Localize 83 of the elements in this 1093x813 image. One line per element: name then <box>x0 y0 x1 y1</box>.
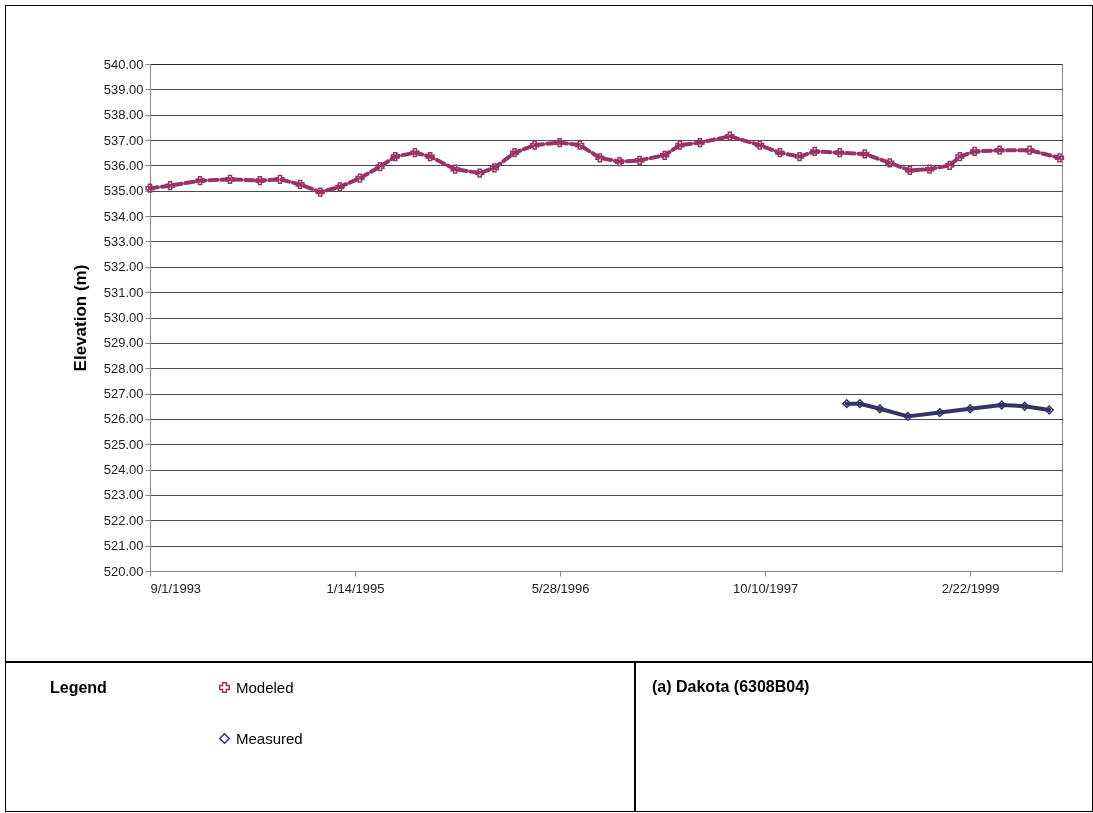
point <box>225 174 235 184</box>
point <box>195 175 205 186</box>
x-tick-label: 2/22/1999 <box>941 580 1000 596</box>
x-tick-label: 1/14/1995 <box>326 580 385 596</box>
point <box>995 145 1005 155</box>
x-tick-label: 5/28/1996 <box>531 580 590 596</box>
point <box>660 150 670 160</box>
line-series <box>842 399 1054 421</box>
point <box>997 400 1007 410</box>
point <box>885 158 895 168</box>
point <box>635 155 645 165</box>
x-tick-label: 9/1/1993 <box>150 580 202 596</box>
point <box>860 149 870 159</box>
y-tick-label: 524.00 <box>103 462 144 478</box>
point <box>335 182 345 192</box>
y-tick-label: 538.00 <box>103 107 144 123</box>
y-tick-label: 531.00 <box>103 284 144 300</box>
y-tick-label: 522.00 <box>103 512 144 528</box>
point <box>275 174 285 184</box>
point <box>1044 405 1054 415</box>
text: (a) Dakota (6308B04) <box>652 678 810 696</box>
point <box>1054 153 1065 163</box>
y-tick-label: 537.00 <box>103 132 144 148</box>
point <box>375 162 385 172</box>
point <box>810 146 820 157</box>
point <box>835 148 845 158</box>
point <box>255 175 265 186</box>
y-tick-label: 527.00 <box>103 386 144 402</box>
y-tick-label: 535.00 <box>103 183 144 199</box>
legend-label: Modeled <box>236 678 294 696</box>
y-tick-label: 536.00 <box>103 157 144 173</box>
point <box>145 183 155 193</box>
y-tick-label: 540.00 <box>103 56 144 72</box>
line-series <box>145 131 1065 197</box>
point <box>903 411 913 421</box>
point <box>489 163 500 173</box>
point <box>775 148 785 158</box>
point <box>945 160 955 171</box>
point <box>905 165 915 176</box>
point <box>315 187 325 197</box>
point <box>924 164 935 174</box>
point <box>965 404 975 414</box>
point <box>475 168 485 178</box>
y-tick-label: 528.00 <box>103 360 144 376</box>
y-axis-title: Elevation (m) <box>70 264 90 372</box>
point <box>425 151 435 162</box>
point <box>165 181 175 191</box>
point <box>509 148 520 158</box>
point <box>450 164 460 174</box>
y-tick-label: 533.00 <box>103 233 144 249</box>
y-tick-label: 530.00 <box>103 310 144 325</box>
legend-label: Measured <box>236 729 303 747</box>
point <box>955 151 965 162</box>
point <box>675 140 685 150</box>
point <box>1024 145 1035 155</box>
point <box>970 146 980 157</box>
point <box>695 137 705 148</box>
point <box>530 140 540 150</box>
point <box>725 131 735 141</box>
y-tick-label: 529.00 <box>103 335 144 351</box>
point <box>1020 401 1030 411</box>
y-tick-label: 532.00 <box>103 259 144 275</box>
point <box>355 173 365 183</box>
y-tick-label: 520.00 <box>103 563 144 579</box>
y-tick-label: 539.00 <box>103 81 144 97</box>
y-tick-label: 521.00 <box>103 538 144 554</box>
point <box>614 156 625 167</box>
point <box>794 151 805 162</box>
point <box>875 404 885 414</box>
y-tick-label: 526.00 <box>103 411 144 427</box>
point <box>755 140 765 150</box>
y-tick-label: 534.00 <box>103 208 144 224</box>
point <box>295 179 305 190</box>
x-tick-label: 10/10/1997 <box>733 580 799 596</box>
y-tick-label: 525.00 <box>103 436 144 452</box>
point <box>555 137 565 148</box>
point <box>410 148 420 158</box>
y-tick-label: 523.00 <box>103 487 144 503</box>
legend-title: Legend <box>50 679 107 696</box>
point <box>595 153 605 163</box>
point <box>855 399 865 409</box>
point <box>575 140 585 150</box>
point <box>390 151 400 162</box>
